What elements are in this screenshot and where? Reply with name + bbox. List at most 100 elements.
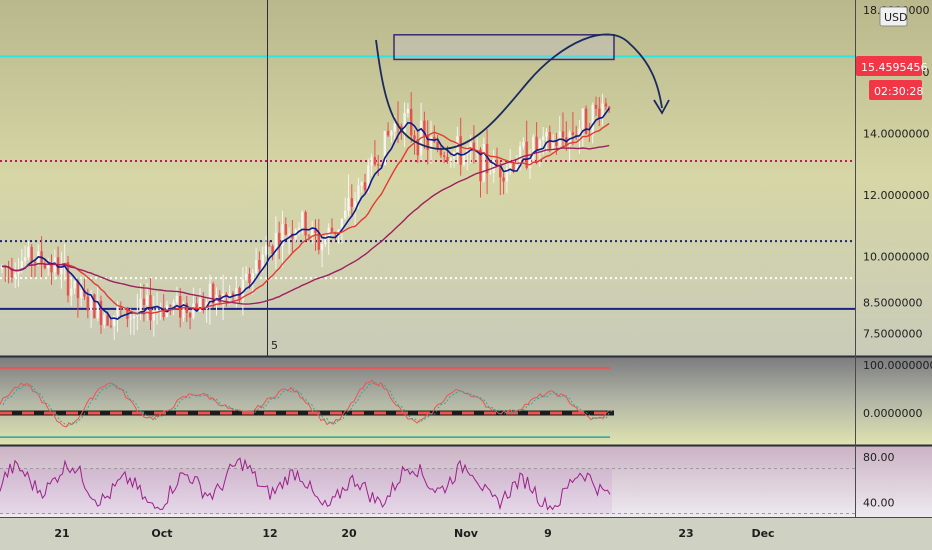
candle-body <box>429 136 433 150</box>
candle-body <box>231 293 235 296</box>
candle <box>287 227 291 254</box>
candle <box>202 292 205 314</box>
candle-body <box>80 290 83 299</box>
candle-body <box>116 307 119 316</box>
candle <box>344 197 347 221</box>
candle-body <box>301 212 304 228</box>
candlesticks[interactable] <box>0 92 611 340</box>
candle <box>139 283 142 321</box>
time-axis-background <box>0 517 932 550</box>
candle <box>337 229 340 244</box>
candle-body <box>198 298 202 312</box>
time-axis-tick-label: Dec <box>751 527 774 540</box>
candle <box>410 92 413 143</box>
candle <box>264 235 268 257</box>
candle-body <box>502 177 505 182</box>
rsi-axis-tick-label: 80.00 <box>863 451 895 464</box>
candle <box>103 312 106 329</box>
candle <box>443 151 446 164</box>
candle-body <box>340 218 344 230</box>
candle <box>60 252 63 289</box>
candle <box>485 128 489 195</box>
candle-body <box>0 266 4 269</box>
candle <box>192 287 195 320</box>
candle-body <box>337 229 340 233</box>
candle <box>373 140 377 167</box>
candle <box>492 149 495 183</box>
candle <box>601 93 604 127</box>
price-axis-tick-label: 12.0000000 <box>863 189 929 202</box>
candle <box>301 210 304 235</box>
candle-body <box>509 163 512 169</box>
candle-body <box>314 228 317 233</box>
candle <box>23 245 27 266</box>
candle <box>254 247 258 275</box>
candle-body <box>182 303 185 318</box>
candle <box>80 279 83 307</box>
candle-body <box>274 232 278 255</box>
time-axis-tick-label: Oct <box>151 527 172 540</box>
candle-body <box>307 235 311 237</box>
candle-body <box>20 261 23 271</box>
rsi-band-fill <box>0 468 612 514</box>
candle-body <box>126 307 129 319</box>
candle-body <box>393 123 396 132</box>
price-axis-tick-label: 8.5000000 <box>863 297 923 310</box>
candle-body <box>281 224 284 246</box>
candle-body <box>525 141 528 168</box>
candle-body <box>66 262 70 296</box>
candle <box>208 274 212 325</box>
candle <box>291 220 294 253</box>
candle <box>594 96 598 117</box>
candle-body <box>317 232 320 250</box>
candle <box>47 257 50 276</box>
time-axis-tick-label: 21 <box>54 527 69 540</box>
candle <box>0 264 4 274</box>
arrow-head <box>653 99 670 115</box>
candle-body <box>212 283 215 304</box>
candle-body <box>535 136 538 151</box>
candle-body <box>594 104 598 109</box>
candle-body <box>370 157 373 166</box>
candle <box>119 301 122 318</box>
candle <box>297 221 301 236</box>
candle-body <box>601 103 604 119</box>
candle-body <box>344 210 347 219</box>
candle-body <box>363 182 367 191</box>
candle-body <box>268 245 271 247</box>
candle <box>188 311 192 330</box>
time-axis[interactable]: 21 Oct 12 20 Nov 9 23 Dec <box>54 527 774 540</box>
candle-body <box>43 264 47 269</box>
candle-body <box>499 165 502 178</box>
candle-body <box>532 136 535 160</box>
candle-body <box>10 268 14 278</box>
candle-body <box>542 136 545 141</box>
candle-body <box>297 227 301 230</box>
price-axis[interactable]: 18.000000016.000000014.000000012.0000000… <box>863 4 932 509</box>
candle-body <box>571 132 575 135</box>
ma-fast-line <box>1 107 610 320</box>
candle <box>76 278 80 318</box>
currency-label[interactable]: USD <box>884 11 908 24</box>
time-axis-tick-label: 9 <box>544 527 552 540</box>
candle-body <box>489 172 492 174</box>
candle-body <box>284 224 287 235</box>
candle <box>386 122 390 138</box>
candle-body <box>347 198 350 211</box>
currency-toggle[interactable]: USD <box>879 6 908 27</box>
candle <box>472 125 476 164</box>
candle <box>73 280 76 294</box>
drawing-annotations[interactable] <box>375 33 670 150</box>
time-axis-tick-label: Nov <box>454 527 479 540</box>
candle <box>505 162 509 193</box>
candle <box>429 120 433 164</box>
candle-body <box>545 132 548 137</box>
candle-body <box>426 135 429 150</box>
candle-body <box>30 247 33 263</box>
candle-body <box>89 294 93 311</box>
candle <box>449 157 452 168</box>
rsi-line <box>0 457 611 511</box>
candle-body <box>172 302 175 306</box>
